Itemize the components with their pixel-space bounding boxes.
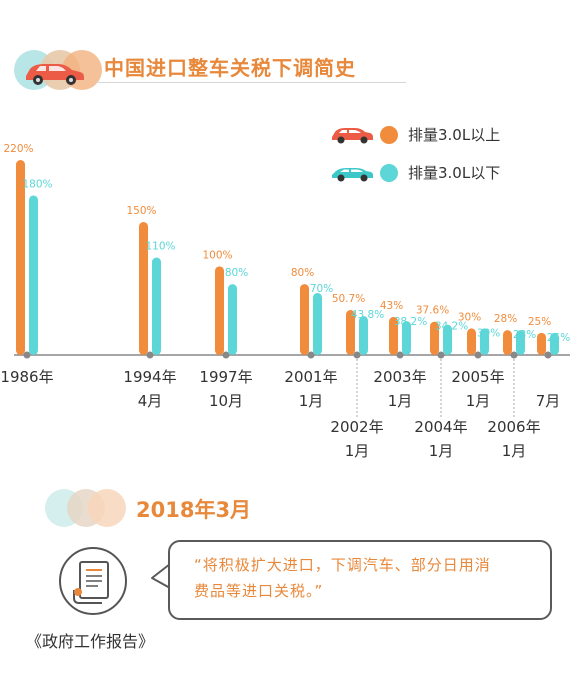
quote-bubble: “将积极扩大进口，下调汽车、部分日用消 费品等进口关税。” — [168, 540, 552, 620]
legend-label: 排量3.0L以上 — [408, 126, 501, 144]
category-label-month: 4月 — [138, 392, 163, 410]
page-title: 中国进口整车关税下调简史 — [104, 56, 356, 80]
category-label-year: 2006年 — [487, 418, 540, 436]
data-label-above-3l: 30% — [458, 311, 481, 323]
bar-below-3l — [313, 292, 322, 355]
legend-swatch-orange — [380, 125, 398, 144]
category-label-year: 2003年 — [373, 368, 426, 386]
speech-bubble-tail — [151, 563, 171, 589]
bar-above-3l — [467, 328, 476, 355]
data-label-below-3l: 43.8% — [351, 309, 384, 321]
category-label-month: 1月 — [388, 392, 413, 410]
category-label-month: 1月 — [429, 442, 454, 460]
bar-below-3l — [516, 330, 525, 355]
data-label-below-3l: 180% — [22, 178, 52, 190]
bar-above-3l — [537, 332, 546, 355]
bar-above-3l — [300, 284, 309, 355]
data-label-below-3l: 28% — [513, 329, 536, 341]
axis-marker — [437, 351, 445, 359]
data-label-above-3l: 100% — [202, 249, 232, 261]
category-label-year: 2005年 — [451, 368, 504, 386]
data-label-above-3l: 43% — [380, 300, 403, 312]
data-label-above-3l: 25% — [528, 316, 551, 328]
tariff-bar-chart: 220% 180% 1986年 150% 110% 1994年 4月 100% 80% 1997年… — [0, 143, 570, 460]
data-label-above-3l: 50.7% — [332, 293, 365, 305]
data-label-above-3l: 37.6% — [416, 305, 449, 317]
document-label: 《政府工作报告》 — [26, 632, 155, 651]
scroll-document-icon — [59, 547, 127, 615]
data-label-below-3l: 70% — [310, 283, 333, 295]
data-label-below-3l: 80% — [225, 267, 248, 279]
bar-below-3l — [402, 321, 411, 355]
axis-marker — [510, 351, 518, 359]
axis-marker — [23, 351, 31, 359]
legend-label: 排量3.0L以下 — [408, 164, 501, 182]
axis-marker — [146, 351, 154, 359]
header-car-icon — [14, 50, 102, 90]
category-label-month: 1月 — [466, 392, 491, 410]
category-label-month: 1月 — [502, 442, 527, 460]
bar-above-3l — [215, 266, 224, 355]
bar-above-3l — [430, 321, 439, 355]
bar-above-3l — [503, 330, 512, 355]
quote-line-2: 费品等进口关税。” — [194, 582, 324, 600]
header-divider — [96, 82, 406, 83]
category-label-month: 10月 — [209, 392, 243, 410]
bar-above-3l — [16, 160, 25, 355]
bar-below-3l — [550, 332, 559, 355]
data-label-below-3l: 38.2% — [394, 316, 427, 328]
category-label-year: 2002年 — [330, 418, 383, 436]
data-label-below-3l: 34.2% — [435, 321, 468, 333]
category-label-month: 1月 — [299, 392, 324, 410]
legend-swatch-teal — [380, 163, 398, 182]
legend-item-below-3l: 排量3.0L以下 — [330, 162, 500, 183]
category-label-year: 1986年 — [0, 368, 53, 386]
data-label-above-3l: 150% — [126, 205, 156, 217]
teal-car-icon — [332, 167, 373, 181]
data-label-below-3l: 30% — [477, 327, 500, 339]
bar-below-3l — [359, 316, 368, 355]
section-date-title: 2018年3月 — [136, 498, 252, 522]
data-label-below-3l: 110% — [145, 241, 175, 253]
bar-above-3l — [389, 316, 398, 355]
bar-above-3l — [139, 222, 148, 355]
data-label-below-3l: 25% — [547, 332, 570, 344]
axis-marker — [353, 351, 361, 359]
axis-marker — [396, 351, 404, 359]
section-decoration-icon — [45, 489, 126, 527]
data-label-above-3l: 28% — [494, 313, 517, 325]
category-label-year: 2001年 — [284, 368, 337, 386]
category-label-year: 2004年 — [414, 418, 467, 436]
axis-marker — [544, 351, 552, 359]
bar-below-3l — [443, 324, 452, 355]
category-label-year: 1994年 — [123, 368, 176, 386]
axis-marker — [222, 351, 230, 359]
bar-below-3l — [152, 257, 161, 355]
data-label-above-3l: 220% — [3, 143, 33, 155]
bar-below-3l — [480, 328, 489, 355]
category-label-month: 7月 — [536, 392, 561, 410]
bar-below-3l — [29, 195, 38, 355]
axis-marker — [474, 351, 482, 359]
quote-line-1: “将积极扩大进口，下调汽车、部分日用消 — [194, 556, 491, 574]
bar-below-3l — [228, 284, 237, 355]
category-label-year: 1997年 — [199, 368, 252, 386]
axis-marker — [307, 351, 315, 359]
category-label-month: 1月 — [345, 442, 370, 460]
legend-item-above-3l: 排量3.0L以上 — [330, 124, 500, 145]
red-car-icon — [332, 127, 373, 143]
bar-above-3l — [346, 310, 355, 355]
data-label-above-3l: 80% — [291, 267, 314, 279]
